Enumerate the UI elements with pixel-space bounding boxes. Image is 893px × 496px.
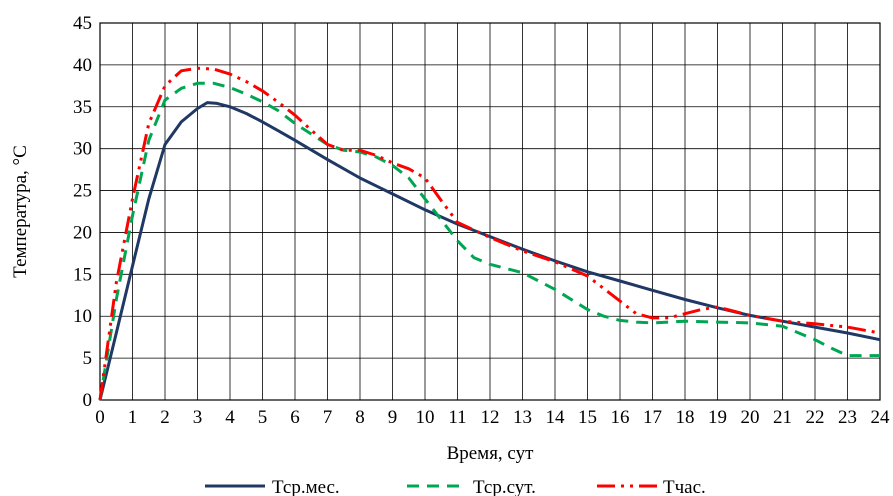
- x-tick-label: 19: [708, 407, 727, 428]
- x-tick-label: 11: [448, 407, 466, 428]
- y-tick-label: 20: [73, 222, 92, 243]
- y-tick-label: 45: [73, 13, 92, 34]
- series-group: [98, 66, 881, 401]
- x-tick-label: 0: [95, 407, 105, 428]
- series-line-1: [98, 101, 881, 401]
- x-tick-label: 18: [676, 407, 695, 428]
- x-tick-label: 2: [160, 407, 170, 428]
- x-tick-label: 9: [388, 407, 398, 428]
- x-tick-label: 24: [871, 407, 891, 428]
- series-line-3: [98, 66, 881, 401]
- legend-label-2: Тср.сут.: [473, 477, 536, 496]
- y-tick-label: 25: [73, 181, 92, 202]
- x-tick-label: 3: [193, 407, 203, 428]
- x-tick-label: 21: [773, 407, 792, 428]
- x-tick-label: 5: [258, 407, 268, 428]
- legend: Тср.мес. Тср.сут. Тчас.: [205, 477, 706, 496]
- y-tick-label: 40: [73, 55, 92, 76]
- x-axis-title: Время, сут: [447, 443, 535, 464]
- x-tick-label: 10: [416, 407, 435, 428]
- y-tick-label: 30: [73, 139, 92, 160]
- x-tick-label: 14: [546, 407, 566, 428]
- x-tick-labels: 0 1 2 3 4 5 6 7 8 9 10 11 12 13 14 15 16 17 18 19 20 21 22 23 24: [95, 407, 890, 428]
- legend-label-3: Тчас.: [663, 477, 706, 496]
- y-tick-label: 0: [83, 390, 93, 411]
- y-tick-label: 15: [73, 264, 92, 285]
- plot-frame: [99, 22, 881, 401]
- x-tick-label: 22: [806, 407, 825, 428]
- x-tick-label: 15: [578, 407, 597, 428]
- x-tick-label: 23: [838, 407, 857, 428]
- x-tick-label: 8: [355, 407, 365, 428]
- x-tick-label: 12: [481, 407, 500, 428]
- x-tick-label: 16: [611, 407, 630, 428]
- x-tick-label: 6: [290, 407, 300, 428]
- legend-label-1: Тср.мес.: [272, 477, 340, 496]
- y-tick-labels: 0 5 10 15 20 25 30 35 40 45: [73, 13, 92, 411]
- x-tick-label: 17: [643, 407, 662, 428]
- x-tick-label: 13: [513, 407, 532, 428]
- y-tick-label: 5: [83, 348, 93, 369]
- x-tick-label: 7: [323, 407, 333, 428]
- x-tick-label: 4: [225, 407, 235, 428]
- y-tick-label: 10: [73, 306, 92, 327]
- x-tick-label: 20: [741, 407, 760, 428]
- y-axis-title: Температура, °С: [10, 145, 31, 278]
- y-tick-label: 35: [73, 97, 92, 118]
- x-tick-label: 1: [128, 407, 138, 428]
- series-line-2: [98, 81, 880, 401]
